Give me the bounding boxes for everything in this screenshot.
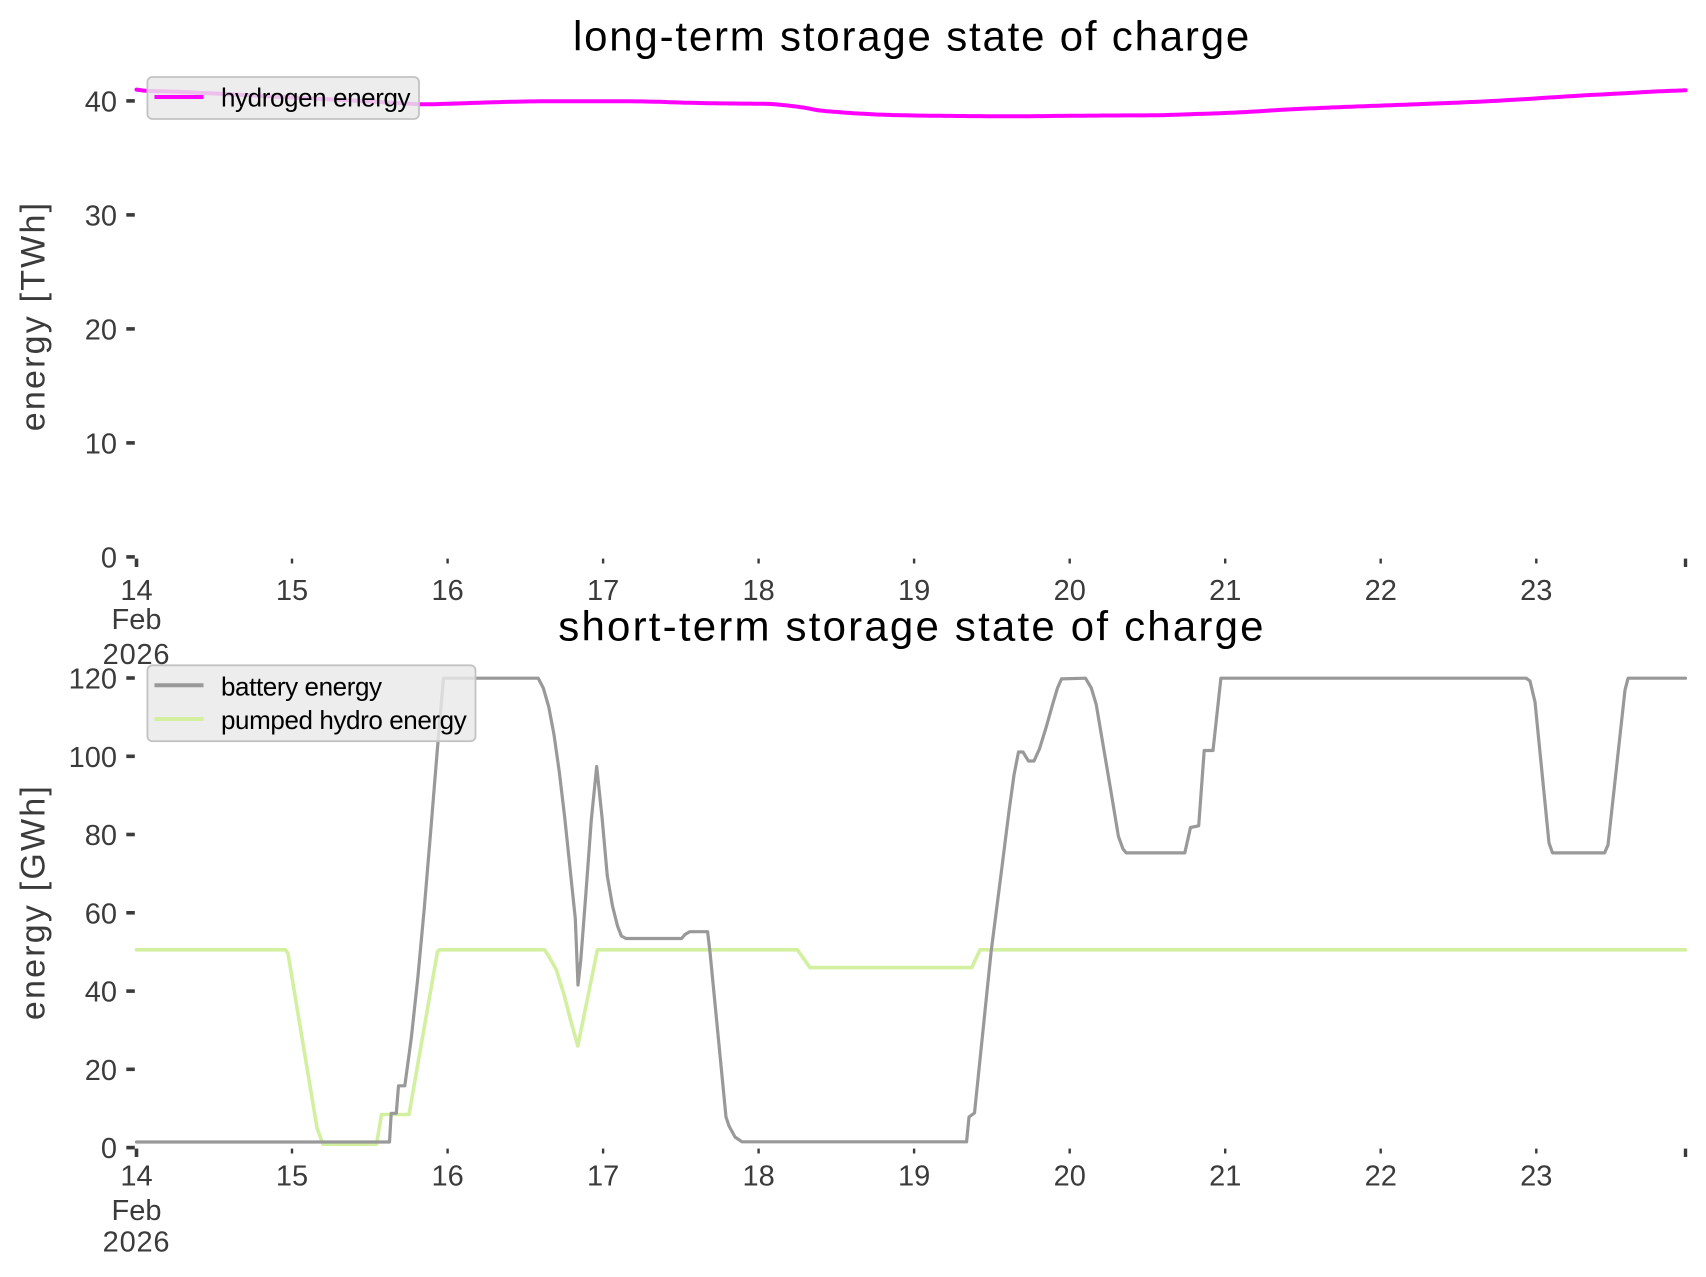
svg-text:15: 15 <box>276 575 308 607</box>
svg-text:120: 120 <box>69 664 117 696</box>
svg-text:short-term storage state of ch: short-term storage state of charge <box>558 602 1265 649</box>
svg-text:20: 20 <box>1054 1160 1086 1192</box>
svg-text:battery energy: battery energy <box>221 671 382 701</box>
svg-text:40: 40 <box>85 977 117 1009</box>
svg-text:0: 0 <box>101 543 117 575</box>
svg-text:23: 23 <box>1520 575 1552 607</box>
svg-text:80: 80 <box>85 820 117 852</box>
svg-text:100: 100 <box>69 742 117 774</box>
svg-text:17: 17 <box>587 575 619 607</box>
svg-text:energy [TWh]: energy [TWh] <box>15 201 53 431</box>
svg-text:30: 30 <box>85 201 117 233</box>
svg-text:23: 23 <box>1520 1160 1552 1192</box>
svg-text:17: 17 <box>587 1160 619 1192</box>
svg-text:Feb: Feb <box>112 604 162 636</box>
svg-text:hydrogen energy: hydrogen energy <box>221 83 411 113</box>
svg-text:0: 0 <box>101 1133 117 1165</box>
svg-text:Feb: Feb <box>112 1195 162 1227</box>
svg-text:16: 16 <box>431 575 463 607</box>
svg-text:60: 60 <box>85 898 117 930</box>
svg-text:16: 16 <box>431 1160 463 1192</box>
svg-text:pumped hydro energy: pumped hydro energy <box>221 705 467 735</box>
svg-text:21: 21 <box>1209 1160 1241 1192</box>
svg-text:20: 20 <box>85 1055 117 1087</box>
svg-text:14: 14 <box>120 1160 152 1192</box>
svg-text:long-term storage state of cha: long-term storage state of charge <box>573 12 1251 59</box>
svg-text:19: 19 <box>898 1160 930 1192</box>
svg-text:2026: 2026 <box>103 1227 171 1259</box>
svg-text:energy [GWh]: energy [GWh] <box>15 784 53 1020</box>
svg-text:22: 22 <box>1365 1160 1397 1192</box>
svg-text:14: 14 <box>120 575 152 607</box>
svg-text:21: 21 <box>1209 575 1241 607</box>
svg-text:20: 20 <box>1054 575 1086 607</box>
svg-text:18: 18 <box>742 1160 774 1192</box>
svg-text:10: 10 <box>85 429 117 461</box>
svg-text:19: 19 <box>898 575 930 607</box>
svg-text:18: 18 <box>742 575 774 607</box>
svg-text:40: 40 <box>85 87 117 119</box>
svg-text:22: 22 <box>1365 575 1397 607</box>
svg-text:20: 20 <box>85 315 117 347</box>
svg-text:15: 15 <box>276 1160 308 1192</box>
